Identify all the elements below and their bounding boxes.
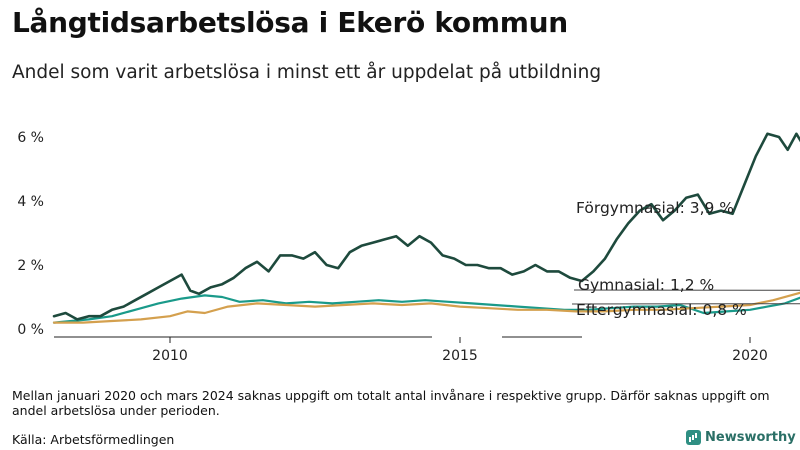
label-leader <box>571 303 800 305</box>
series-line-förgymnasial <box>52 132 800 321</box>
series-end-label: Förgymnasial: 3,9 % <box>576 199 734 217</box>
y-tick-label: 6 % <box>17 130 44 146</box>
label-leader <box>573 289 800 291</box>
brand-name: Newsworthy <box>705 429 796 445</box>
series-end-label: Gymnasial: 1,2 % <box>578 276 714 294</box>
series-end-label: Eftergymnasial: 0,8 % <box>576 301 747 319</box>
y-tick-label: 2 % <box>17 258 44 274</box>
y-tick-label: 0 % <box>17 322 44 338</box>
y-tick-label: 4 % <box>17 194 44 210</box>
line-chart: 0 %2 %4 %6 %201020152020jun 2025Förgymna… <box>17 130 800 364</box>
bar-chart-icon <box>686 429 701 445</box>
newsworthy-logo: Newsworthy <box>686 428 796 446</box>
x-tick-label: 2015 <box>442 348 478 364</box>
source-credit: Källa: Arbetsförmedlingen <box>12 432 175 447</box>
series-line-eftergymnasial <box>52 294 800 324</box>
x-tick-label: 2020 <box>732 348 768 364</box>
chart-title: Långtidsarbetslösa i Ekerö kommun <box>12 6 568 39</box>
x-tick-label: 2010 <box>152 348 188 364</box>
series-line-gymnasial <box>52 291 800 324</box>
chart-subtitle: Andel som varit arbetslösa i minst ett å… <box>12 62 602 83</box>
footnote: Mellan januari 2020 och mars 2024 saknas… <box>12 388 770 418</box>
